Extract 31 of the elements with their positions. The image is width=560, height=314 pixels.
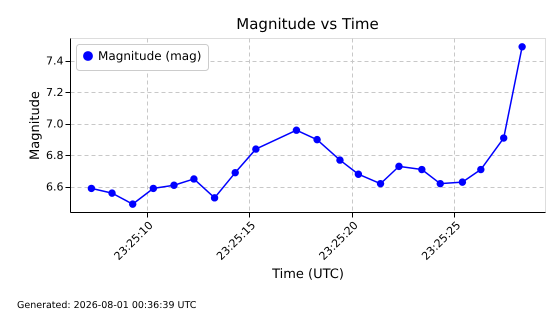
point (458, 178, 466, 186)
point (354, 170, 362, 178)
point (232, 168, 239, 176)
point (436, 180, 444, 188)
point (252, 145, 260, 153)
y-tick-label: 7.2 (46, 86, 64, 99)
point (170, 182, 178, 189)
y-tick-label: 7.4 (46, 54, 64, 68)
y-axis-title: Magnitude (28, 91, 44, 160)
point (477, 166, 485, 174)
point (313, 136, 321, 144)
point (108, 189, 116, 197)
x-axis-title: Time (UTC) (271, 267, 344, 282)
point (88, 184, 96, 192)
point (190, 175, 198, 183)
point (210, 194, 218, 202)
point (376, 180, 384, 188)
y-tick-label: 7.0 (46, 117, 64, 130)
point (418, 166, 426, 174)
point (292, 126, 300, 134)
point (128, 200, 136, 208)
point (518, 43, 526, 51)
text: Generated: 2026-08-01 00:36:39 UTC (17, 300, 197, 311)
y-tick-label: 6.8 (46, 148, 64, 162)
point (336, 156, 344, 164)
y-tick-label: 6.6 (46, 180, 64, 194)
point (395, 162, 403, 170)
point (150, 184, 158, 192)
legend-label: Magnitude (mag) (98, 49, 202, 63)
point (500, 134, 508, 142)
chart-title: Magnitude vs Time (236, 15, 379, 33)
